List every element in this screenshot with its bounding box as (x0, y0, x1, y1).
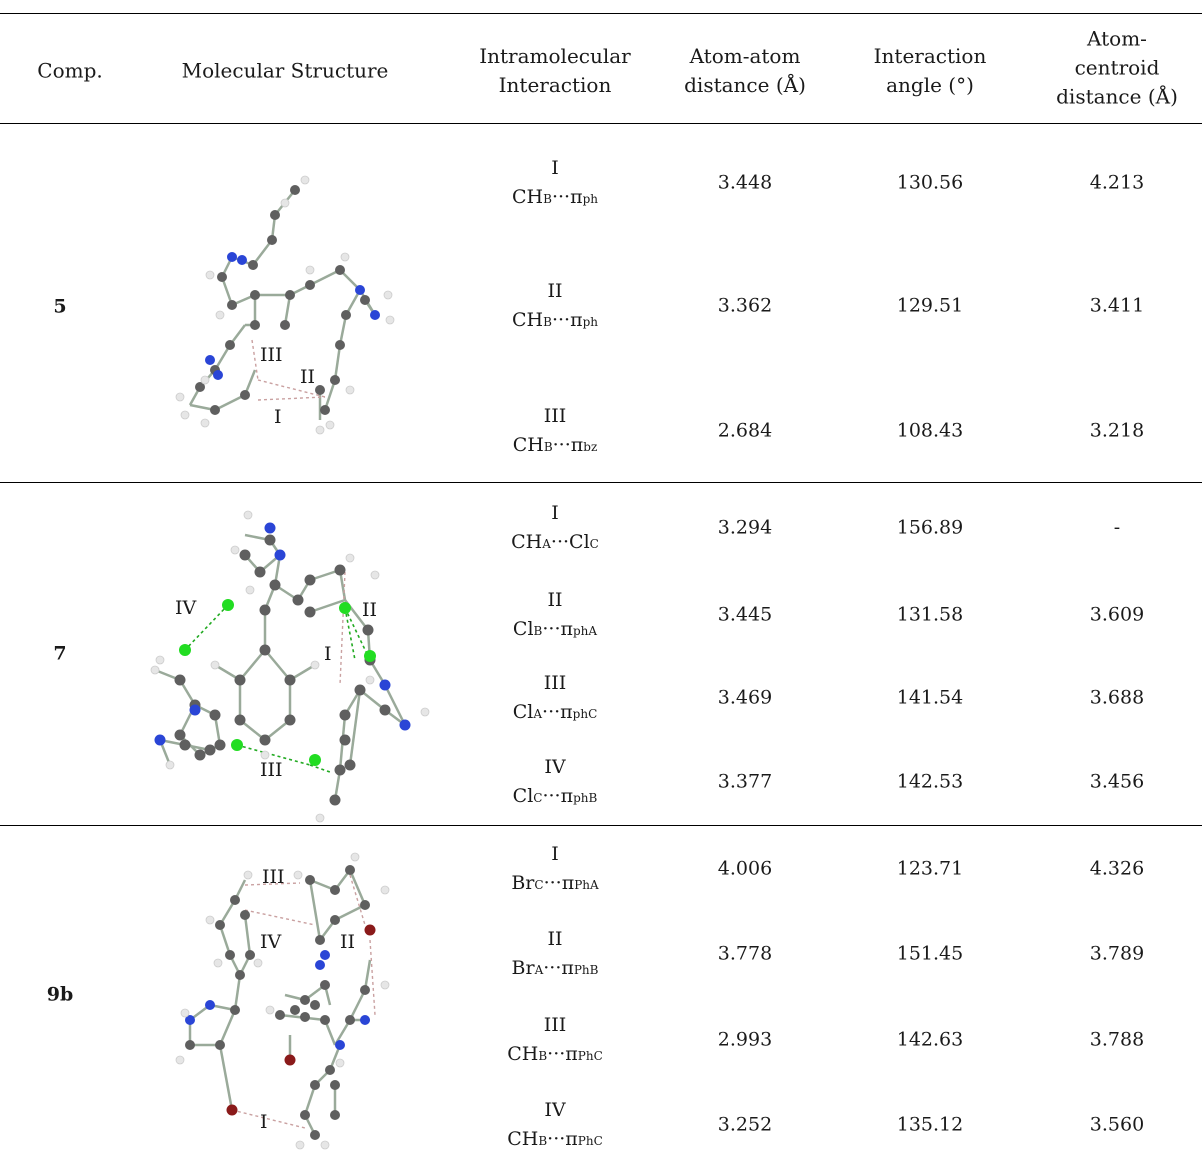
atom-centroid-distance: 3.411 (1089, 294, 1145, 317)
interaction-id: I (551, 157, 559, 179)
molecular-structure-9b: III IV II I (160, 845, 420, 1155)
atom-centroid-distance: 3.788 (1089, 1028, 1145, 1051)
interaction-angle: 131.58 (896, 603, 964, 626)
atom-atom-distance: 3.469 (717, 686, 773, 709)
compound-label: 7 (53, 642, 67, 665)
interaction-id: III (543, 405, 567, 427)
interaction-id: II (547, 280, 563, 302)
interaction-label: II (300, 366, 315, 388)
interaction-angle: 151.45 (896, 942, 964, 965)
interaction-type: CHB···πbz (512, 434, 598, 456)
interaction-label: III (260, 759, 283, 781)
header-bottom-rule (0, 123, 1202, 124)
interaction-angle: 130.56 (896, 171, 964, 194)
interaction-angle: 142.63 (896, 1028, 964, 1051)
compound-label: 5 (53, 295, 67, 318)
interaction-id: III (543, 1014, 567, 1036)
interaction-type: BrA···πPhB (511, 957, 599, 979)
interaction-type: BrC···πPhA (511, 872, 599, 894)
interaction-label: IV (260, 931, 282, 953)
atom-atom-distance: 3.778 (717, 942, 773, 965)
interaction-label: III (262, 866, 285, 888)
atom-centroid-distance: 3.560 (1089, 1113, 1145, 1136)
interaction-type: CHB···πPhC (507, 1128, 603, 1150)
interaction-cell: II CHB···πph (450, 277, 660, 337)
molecule-7-image: IV II I III (150, 510, 430, 823)
header-distance: Atom-atom distance (Å) (684, 44, 806, 97)
interaction-id: I (551, 502, 559, 524)
atom-centroid-distance: 3.456 (1089, 770, 1145, 793)
interaction-angle: 142.53 (896, 770, 964, 793)
group-divider-2 (0, 825, 1202, 826)
interaction-angle: 156.89 (896, 516, 964, 539)
atom-atom-distance: 3.448 (717, 171, 773, 194)
interaction-cell: III CHB···πbz (450, 402, 660, 462)
atom-atom-distance: 2.684 (717, 419, 773, 442)
header-structure: Molecular Structure (181, 58, 389, 83)
interaction-id: IV (544, 1099, 566, 1121)
interaction-type: ClB···πphA (512, 618, 598, 640)
interaction-angle: 135.12 (896, 1113, 964, 1136)
interaction-cell: I BrC···πPhA (450, 840, 660, 900)
interaction-cell: IV CHB···πPhC (450, 1096, 660, 1156)
interaction-angle: 129.51 (896, 294, 964, 317)
atom-atom-distance: 4.006 (717, 857, 773, 880)
interaction-cell: I CHA···ClC (450, 499, 660, 559)
atom-centroid-distance: 4.213 (1089, 171, 1145, 194)
molecular-structure-5: III II I (160, 165, 420, 440)
interaction-cell: III CHB···πPhC (450, 1011, 660, 1071)
interaction-label: I (274, 406, 282, 428)
interaction-cell: III ClA···πphC (450, 669, 660, 729)
atom-atom-distance: 3.294 (717, 516, 773, 539)
interaction-id: II (547, 928, 563, 950)
interaction-type: CHA···ClC (511, 531, 599, 553)
molecule-5-image: III II I (175, 175, 395, 435)
atom-centroid-distance: 3.789 (1089, 942, 1145, 965)
group-divider-1 (0, 482, 1202, 483)
interaction-label: II (340, 931, 355, 953)
interaction-angle: 108.43 (896, 419, 964, 442)
interaction-angle: 123.71 (896, 857, 964, 880)
header-interaction: Intramolecular Interaction (479, 44, 631, 97)
atom-centroid-distance: 3.688 (1089, 686, 1145, 709)
header-centroid: Atom-centroid distance (Å) (1056, 26, 1178, 109)
atom-atom-distance: 3.445 (717, 603, 773, 626)
header-comp: Comp. (37, 58, 103, 83)
header-angle: Interaction angle (°) (873, 44, 987, 97)
interaction-id: II (547, 589, 563, 611)
atom-centroid-distance: 3.609 (1089, 603, 1145, 626)
interaction-type: CHB···πph (512, 309, 598, 331)
atom-centroid-distance: 3.218 (1089, 419, 1145, 442)
interaction-id: IV (544, 756, 566, 778)
interaction-label: I (324, 643, 332, 665)
interaction-id: I (551, 843, 559, 865)
interaction-cell: IV ClC···πphB (450, 753, 660, 813)
interaction-type: ClA···πphC (512, 701, 598, 723)
compound-label: 9b (46, 983, 74, 1006)
atom-centroid-distance: - (1113, 516, 1121, 539)
interaction-label: IV (175, 597, 197, 619)
interaction-type: CHB···πPhC (507, 1043, 603, 1065)
molecule-9b-image: III IV II I (175, 852, 390, 1150)
interaction-type: ClC···πphB (512, 785, 598, 807)
table-top-rule (0, 13, 1202, 14)
molecular-structure-7: IV II I III (140, 500, 440, 823)
interaction-cell: I CHB···πph (450, 154, 660, 214)
interaction-label: II (362, 599, 377, 621)
interaction-cell: II BrA···πPhB (450, 925, 660, 985)
interaction-angle: 141.54 (896, 686, 964, 709)
atom-atom-distance: 3.252 (717, 1113, 773, 1136)
atom-centroid-distance: 4.326 (1089, 857, 1145, 880)
atom-atom-distance: 3.377 (717, 770, 773, 793)
interaction-type: CHB···πph (512, 186, 598, 208)
interaction-label: I (260, 1111, 268, 1133)
interaction-label: III (260, 344, 283, 366)
atom-atom-distance: 3.362 (717, 294, 773, 317)
interaction-cell: II ClB···πphA (450, 586, 660, 646)
atom-atom-distance: 2.993 (717, 1028, 773, 1051)
interaction-id: III (543, 672, 567, 694)
